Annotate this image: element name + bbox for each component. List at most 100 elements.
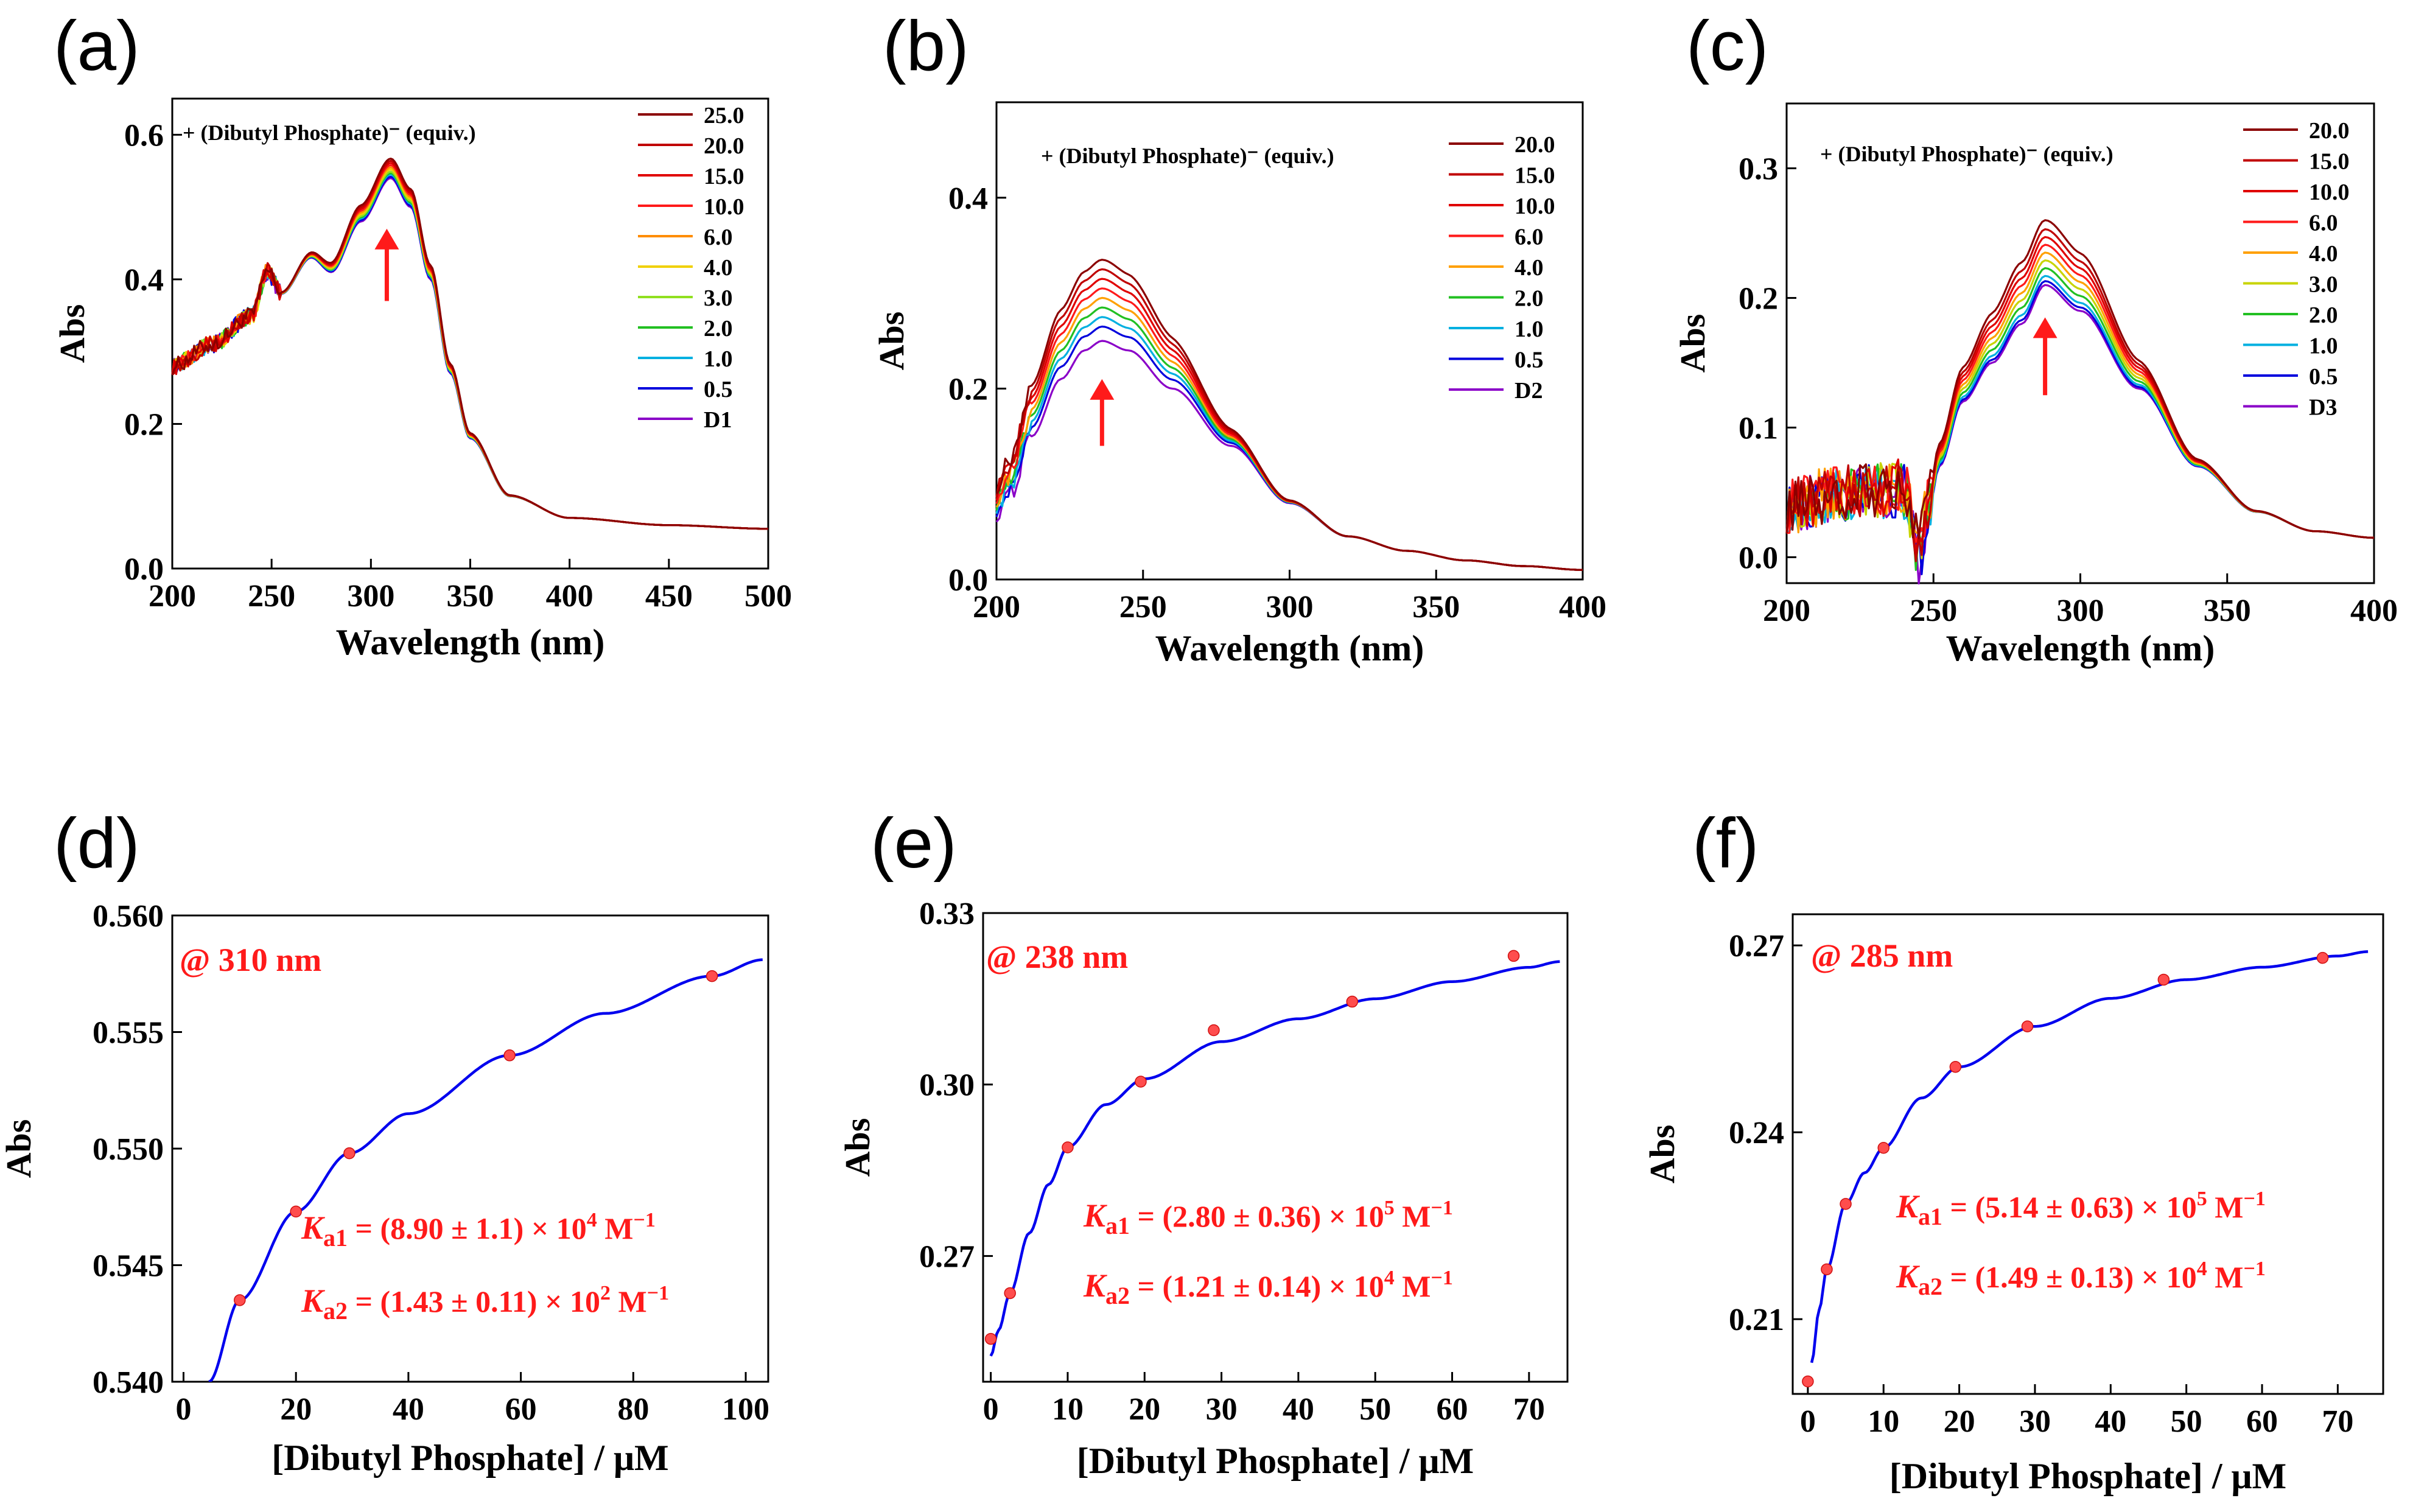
ka-part-prefix: K: [301, 1283, 326, 1319]
legend-label-c: 0.5: [2309, 364, 2338, 390]
fit-curve-f: [1810, 950, 2369, 1363]
series-line-b-20.0: [995, 259, 1583, 571]
series-line-a-6.0: [171, 166, 768, 530]
y-axis-label-b: Abs: [872, 312, 911, 371]
series-line-a-20.0: [172, 159, 768, 530]
series-line-a-0.5: [171, 175, 768, 530]
series-line-b-4.0: [995, 296, 1583, 571]
panel-d: (d) @ 310 nm 0 20 40 60 80 100 0.540 0.545 0.550…: [0, 803, 769, 1478]
x-tick-label-f: 40: [2095, 1404, 2126, 1439]
y-tick-label-f: 0.21: [1729, 1303, 1784, 1337]
ka-part-unit_exp: −1: [633, 1209, 655, 1231]
ka-part-text: = (1.21 ± 0.14) × 10: [1130, 1269, 1384, 1303]
ka-part-prefix: K: [1896, 1188, 1921, 1225]
x-tick-label-f: 30: [2019, 1404, 2051, 1439]
increase-arrowhead-b: [1090, 379, 1115, 400]
wavelength-label-d: @ 310 nm: [180, 942, 321, 978]
y-tick-label-c: 0.1: [1739, 411, 1778, 446]
y-tick-label-c: 0.3: [1739, 152, 1778, 186]
x-tick-label-e: 20: [1129, 1392, 1160, 1427]
y-tick-label-f: 0.27: [1729, 929, 1784, 964]
ka-label-d-1: Ka1 = (8.90 ± 1.1) × 104 M−1: [301, 1209, 656, 1251]
x-tick-label-e: 40: [1283, 1392, 1314, 1427]
series-line-b-1.0: [995, 316, 1583, 571]
x-tick-label-e: 10: [1052, 1392, 1084, 1427]
annotation-c: + (Dibutyl Phosphate)⁻ (equiv.): [1820, 142, 2114, 166]
series-line-a-3.0: [171, 170, 768, 530]
y-tick-label-d: 0.550: [93, 1132, 164, 1167]
ka-part-text: = (5.14 ± 0.63) × 10: [1942, 1190, 2197, 1224]
x-tick-label-f: 10: [1868, 1404, 1899, 1439]
series-line-c-20.0: [1785, 219, 2375, 539]
data-point-e: [1507, 950, 1520, 962]
ka-part-exp: 4: [587, 1209, 597, 1231]
x-tick-label-f: 70: [2322, 1404, 2353, 1439]
x-axis-label-e: [Dibutyl Phosphate] / μM: [1077, 1441, 1474, 1481]
data-point-f: [2316, 951, 2329, 964]
series-line-b-2.0: [995, 306, 1583, 571]
x-tick-label-e: 60: [1437, 1392, 1468, 1427]
x-tick-label-d: 40: [393, 1392, 424, 1427]
legend-label-c: D3: [2309, 395, 2337, 421]
fit-curve-d: [208, 958, 763, 1382]
increase-arrowhead-c: [2033, 317, 2058, 338]
legend-label-c: 15.0: [2309, 149, 2350, 175]
ka-part-unit_exp: −1: [2243, 1188, 2265, 1210]
ka-part-sub: a2: [1105, 1282, 1130, 1309]
x-tick-label-d: 80: [617, 1392, 649, 1427]
legend-label-a: 0.5: [704, 377, 733, 402]
ka-part-text: = (2.80 ± 0.36) × 10: [1130, 1199, 1384, 1233]
ka-part-exp: 4: [1384, 1267, 1395, 1289]
legend-label-a: D1: [704, 407, 732, 433]
ka-part-unit: M: [2207, 1260, 2244, 1294]
ka-part-sub: a2: [323, 1297, 348, 1325]
wavelength-label-e: @ 238 nm: [986, 939, 1128, 975]
series-line-b-10.0: [995, 278, 1583, 571]
y-tick-label-d: 0.555: [93, 1016, 164, 1051]
data-point-f: [2021, 1020, 2034, 1032]
ka-part-text: = (1.43 ± 0.11) × 10: [348, 1284, 600, 1318]
legend-label-c: 4.0: [2309, 241, 2338, 267]
ka-part-sub: a1: [1918, 1203, 1942, 1230]
ka-part-unit_exp: −1: [647, 1282, 669, 1304]
x-tick-label-d: 60: [505, 1392, 537, 1427]
x-tick-label-b: 200: [973, 590, 1020, 625]
legend-label-c: 6.0: [2309, 211, 2338, 236]
ka-label-f-1: Ka1 = (5.14 ± 0.63) × 105 M−1: [1896, 1188, 2266, 1230]
y-tick-label-b: 0.4: [948, 181, 988, 216]
series-line-a-2.0: [171, 172, 768, 530]
x-tick-label-a: 500: [744, 579, 792, 614]
y-tick-label-e: 0.27: [919, 1239, 975, 1274]
plot-frame-e: [982, 912, 1569, 1383]
legend-label-b: 2.0: [1515, 286, 1544, 312]
y-axis-label-e: Abs: [838, 1118, 877, 1177]
ka-part-unit_exp: −1: [1431, 1267, 1452, 1289]
x-tick-label-f: 20: [1944, 1404, 1975, 1439]
y-tick-label-c: 0.0: [1739, 541, 1778, 575]
legend-label-c: 2.0: [2309, 303, 2338, 328]
series-line-a-4.0: [171, 168, 768, 530]
x-axis-label-d: [Dibutyl Phosphate] / μM: [271, 1438, 668, 1478]
series-line-a-1.0: [171, 173, 768, 530]
wavelength-label-f: @ 285 nm: [1811, 937, 1953, 974]
legend-label-a: 4.0: [704, 255, 733, 281]
ka-part-unit: M: [611, 1284, 647, 1318]
ka-part-prefix: K: [1896, 1258, 1921, 1295]
x-tick-label-e: 70: [1513, 1392, 1545, 1427]
data-point-d: [290, 1205, 302, 1218]
series-line-c-1.0: [1786, 275, 2375, 562]
ka-label-e-1: Ka1 = (2.80 ± 0.36) × 105 M−1: [1083, 1197, 1453, 1239]
y-tick-label-f: 0.24: [1729, 1116, 1784, 1150]
legend-label-a: 3.0: [704, 285, 733, 311]
ka-part-unit: M: [2207, 1190, 2244, 1224]
legend-label-b: 10.0: [1515, 194, 1555, 219]
y-tick-label-b: 0.2: [948, 372, 988, 407]
series-line-a-25.0: [171, 158, 768, 530]
x-tick-label-a: 300: [347, 579, 394, 614]
legend-label-a: 10.0: [704, 194, 744, 220]
y-axis-label-f: Abs: [1642, 1125, 1682, 1184]
x-tick-label-d: 0: [175, 1392, 191, 1427]
legend-label-b: 1.0: [1515, 317, 1544, 342]
x-tick-label-e: 30: [1206, 1392, 1238, 1427]
x-axis-label-b: Wavelength (nm): [1155, 628, 1424, 668]
